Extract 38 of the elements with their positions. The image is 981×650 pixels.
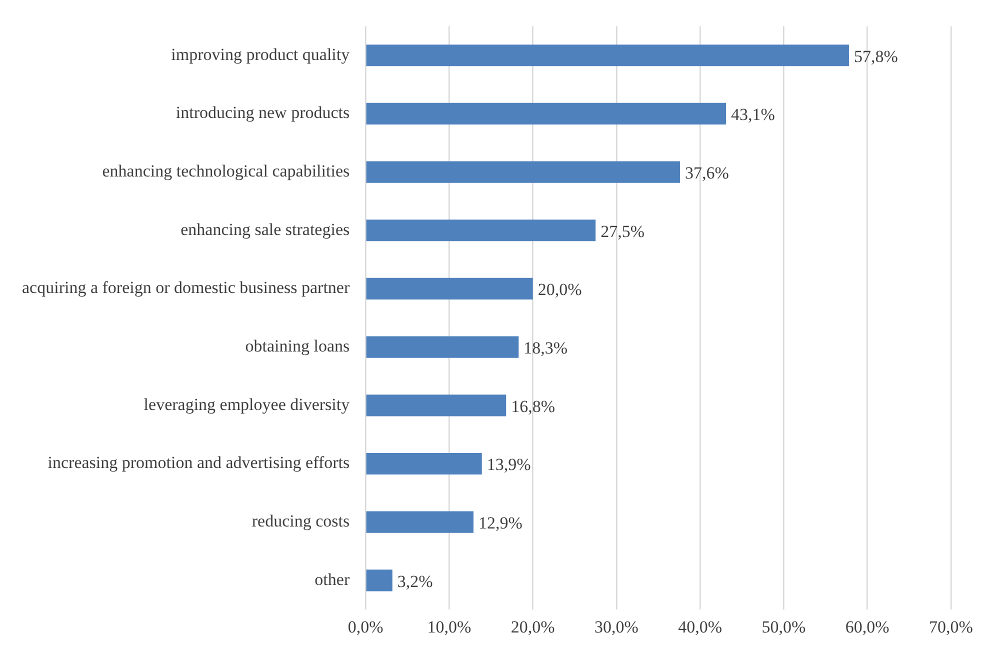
bar bbox=[366, 44, 849, 66]
x-tick-label: 20,0% bbox=[510, 617, 555, 636]
bar bbox=[366, 102, 726, 125]
data-label: 37,6% bbox=[685, 164, 729, 183]
y-tick-label: introducing new products bbox=[176, 103, 350, 122]
x-tick-label: 70,0% bbox=[929, 617, 973, 636]
y-tick-label: obtaining loans bbox=[245, 336, 350, 356]
x-tick-label: 10,0% bbox=[427, 617, 472, 636]
y-tick-label: reducing costs bbox=[252, 512, 350, 531]
bar bbox=[366, 278, 533, 300]
x-tick-label: 30,0% bbox=[594, 617, 638, 636]
y-tick-label: improving product quality bbox=[171, 44, 350, 64]
bar bbox=[366, 511, 474, 533]
y-tick-label: enhancing sale strategies bbox=[180, 220, 350, 239]
y-tick-label: enhancing technological capabilities bbox=[102, 162, 350, 181]
x-tick-label: 40,0% bbox=[678, 617, 722, 636]
bar bbox=[366, 220, 596, 242]
bar bbox=[366, 394, 506, 416]
y-tick-label: leveraging employee diversity bbox=[144, 394, 350, 414]
y-tick-label: other bbox=[314, 570, 350, 589]
y-tick-label: increasing promotion and advertising efforts bbox=[48, 453, 350, 472]
bar bbox=[366, 570, 392, 592]
data-label: 57,8% bbox=[854, 46, 898, 66]
data-label: 43,1% bbox=[731, 105, 775, 124]
bar bbox=[366, 161, 680, 183]
data-label: 18,3% bbox=[524, 338, 568, 358]
data-label: 27,5% bbox=[600, 222, 645, 241]
data-label: 16,8% bbox=[511, 396, 556, 416]
bar bbox=[366, 452, 482, 475]
x-tick-label: 0,0% bbox=[348, 617, 384, 636]
data-label: 20,0% bbox=[538, 280, 582, 300]
y-tick-label: acquiring a foreign or domestic business partner bbox=[22, 278, 350, 298]
data-label: 13,9% bbox=[486, 455, 531, 474]
data-label: 12,9% bbox=[478, 514, 522, 533]
bar bbox=[366, 336, 519, 358]
data-label: 3,2% bbox=[397, 572, 433, 591]
x-tick-label: 50,0% bbox=[762, 617, 806, 636]
x-tick-label: 60,0% bbox=[845, 617, 890, 636]
